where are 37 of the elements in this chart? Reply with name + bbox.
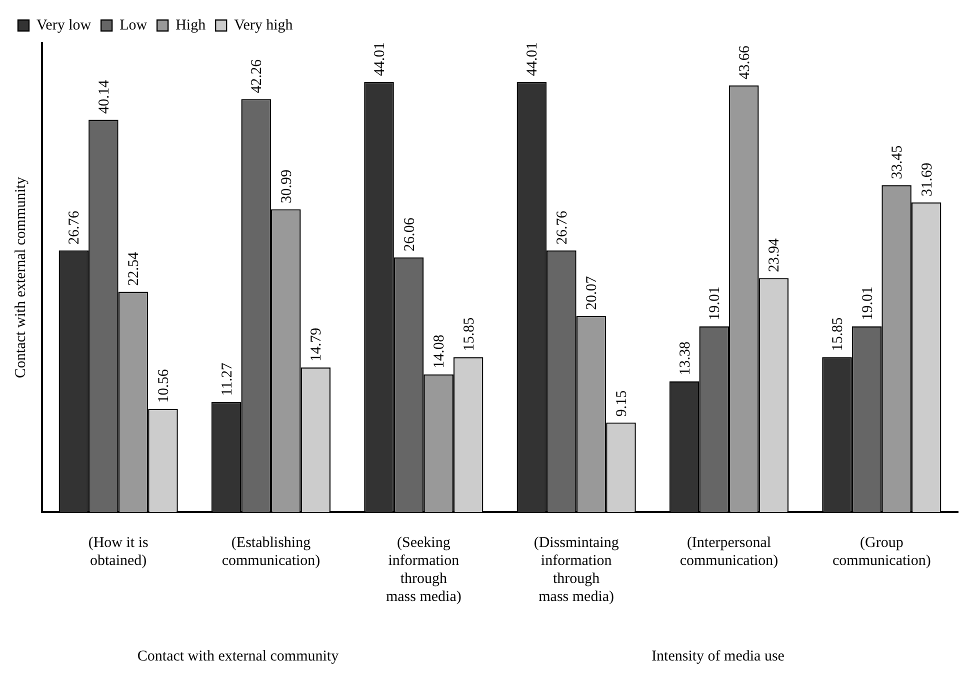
text: Intensity of media use (652, 648, 785, 664)
data-label: 30.99 (278, 169, 295, 204)
data-label: 19.01 (860, 286, 876, 320)
data-label: 44.01 (372, 42, 388, 76)
data-label: 14.08 (432, 334, 448, 368)
data-label: 11.27 (219, 362, 236, 396)
text: Contact with external community (137, 648, 340, 664)
data-label: 42.26 (249, 58, 266, 94)
legend-label: Very high (234, 17, 294, 34)
data-label: 23.94 (766, 238, 783, 272)
data-label: 20.07 (584, 276, 600, 310)
data-label: 26.76 (66, 210, 83, 245)
x-tick-label: (Group communication) (832, 534, 931, 569)
legend-label: High (176, 17, 206, 34)
x-tick-label: (Dissmintaing information through mass media) (534, 534, 620, 605)
data-label: 15.85 (461, 317, 478, 352)
data-label: 33.45 (890, 145, 906, 180)
data-label: 10.56 (156, 368, 172, 403)
x-tick-label: (Seeking information through mass media) (386, 534, 462, 605)
data-label: 22.54 (126, 252, 142, 286)
y-axis-title: Contact with external community (12, 176, 29, 378)
data-label: 26.06 (402, 217, 418, 252)
data-label: 43.66 (736, 45, 753, 80)
data-label: 9.15 (614, 390, 630, 417)
data-label: 44.01 (524, 42, 541, 76)
x-tick-label: (Interpersonal communication) (680, 534, 778, 569)
legend-label: Very low (36, 17, 92, 34)
data-label: 14.79 (308, 328, 325, 362)
data-label: 31.69 (919, 162, 936, 196)
data-label: 40.14 (96, 80, 112, 114)
data-label: 15.85 (830, 317, 846, 352)
legend-label: Low (120, 17, 148, 34)
data-label: 19.01 (707, 286, 724, 320)
x-tick-label: (How it is obtained) (88, 534, 148, 569)
x-tick-label: (Establishing communication) (222, 534, 320, 569)
data-label: 26.76 (554, 210, 570, 245)
data-label: 13.38 (677, 342, 694, 376)
